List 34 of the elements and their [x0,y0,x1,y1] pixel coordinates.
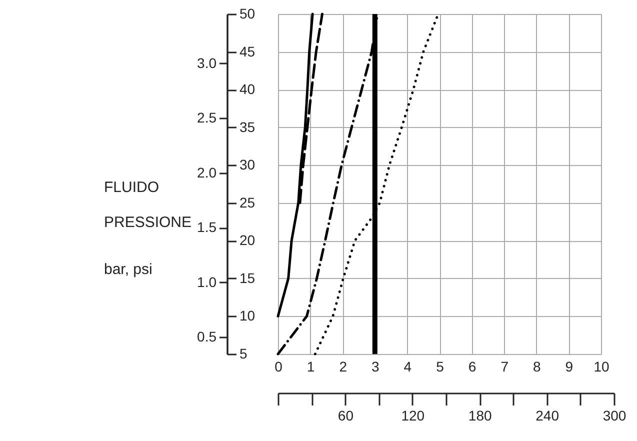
x-tick-label: 6 [468,358,476,374]
y-tick-label: 20 [240,232,256,248]
y2-tick-label: 0.5 [197,328,217,345]
x-tick-label: 4 [404,358,412,374]
y-tick-label: 5 [240,346,248,362]
x-tick-label: 9 [565,358,574,374]
y2-tick-label: 1.0 [197,274,217,290]
y-tick-label: 35 [240,118,256,135]
x-tick-label: 8 [533,358,541,374]
y2-tick-label: 3.0 [197,54,217,71]
x-tick-label: 10 [594,358,610,374]
y2-tick-label: 2.5 [197,110,217,126]
y2-tick-label: 2.0 [197,164,217,180]
y-tick-label: 45 [240,43,256,60]
x2-tick-label: 240 [536,408,560,424]
y-tick-label: 25 [240,194,256,210]
text: bar, psi [104,260,152,280]
y-tick-label: 15 [240,270,256,286]
x-tick-label: 7 [500,358,509,374]
text: FLUIDO PRESSIONE [104,179,192,231]
x-tick-label: 0 [274,358,283,374]
y-tick-label: 10 [240,308,256,324]
x-tick-label: 1 [306,358,315,374]
x2-tick-label: 120 [401,408,425,424]
y-tick-label: 30 [240,156,256,173]
y-tick-label: 50 [240,6,256,22]
x2-tick-label: 180 [468,408,492,424]
y-tick-label: 40 [240,81,256,98]
x-tick-label: 2 [339,358,348,374]
y2-tick-label: 1.5 [197,219,217,236]
x2-tick-label: 60 [338,408,354,424]
x2-tick-label: 300 [602,408,626,424]
x-tick-label: 5 [436,358,444,374]
x-tick-label: 3 [372,358,380,374]
